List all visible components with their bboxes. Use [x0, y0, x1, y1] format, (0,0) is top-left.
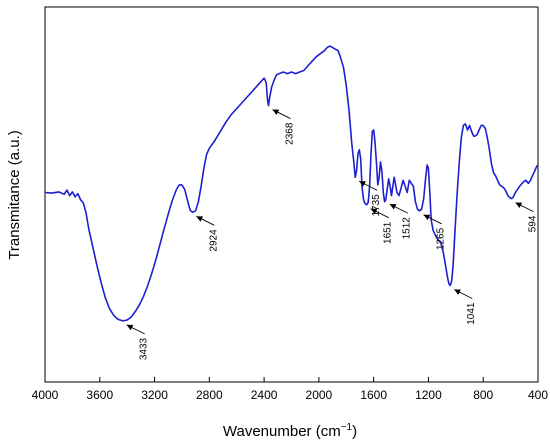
annotation-label: 1735: [371, 194, 382, 217]
annotation-label: 1512: [402, 217, 413, 240]
x-axis-ticks: [44, 377, 539, 382]
x-tick-label: 400: [528, 388, 548, 402]
peak-annotation: 3433: [126, 324, 150, 360]
x-tick-label: 3200: [141, 388, 168, 402]
annotation-label: 2924: [208, 229, 219, 252]
x-tick-label: 4000: [32, 388, 59, 402]
peak-annotation: 1512: [389, 203, 413, 240]
peak-annotation: 2368: [272, 109, 295, 145]
annotation-label: 1651: [383, 221, 394, 244]
annotation-arrow-head: [370, 208, 378, 215]
x-axis-tick-labels: 4000 3600 3200 2800 2400 2000 1600 1200 800 400: [32, 388, 549, 402]
annotation-arrow-head: [423, 214, 431, 221]
peak-annotation: 2924: [196, 215, 219, 252]
x-tick-label: 800: [473, 388, 493, 402]
annotation-arrow-head: [454, 289, 461, 295]
annotation-arrow-head: [196, 216, 204, 222]
x-tick-label: 2000: [306, 388, 333, 402]
annotation-label: 2368: [284, 122, 295, 145]
peak-annotation: 1041: [454, 289, 477, 325]
x-axis-title: Wavenumber (cm−1): [223, 422, 357, 440]
annotation-label: 1041: [466, 302, 477, 325]
annotation-label: 594: [527, 215, 538, 232]
annotation-arrow-head: [515, 202, 523, 208]
annotation-label: 3433: [139, 337, 150, 360]
annotation-arrow-head: [272, 109, 280, 115]
x-tick-label: 2800: [196, 388, 223, 402]
y-axis-title: Transmitance (a.u.): [6, 130, 23, 260]
peak-annotation: 1651: [370, 208, 394, 244]
annotation-arrow-head: [359, 181, 366, 187]
x-tick-label: 3600: [86, 388, 113, 402]
series-line: [44, 45, 539, 322]
annotation-arrow-head: [126, 324, 134, 331]
plot-frame: [44, 6, 539, 383]
annotation-label: 1265: [436, 227, 447, 250]
peak-annotation: 594: [515, 202, 538, 232]
annotation-arrow-head: [389, 204, 397, 210]
peak-annotation: 1735: [358, 180, 382, 217]
peak-annotation: 1265: [423, 214, 447, 250]
x-tick-label: 1600: [360, 388, 387, 402]
x-tick-label: 1200: [415, 388, 442, 402]
x-tick-label: 2400: [251, 388, 278, 402]
